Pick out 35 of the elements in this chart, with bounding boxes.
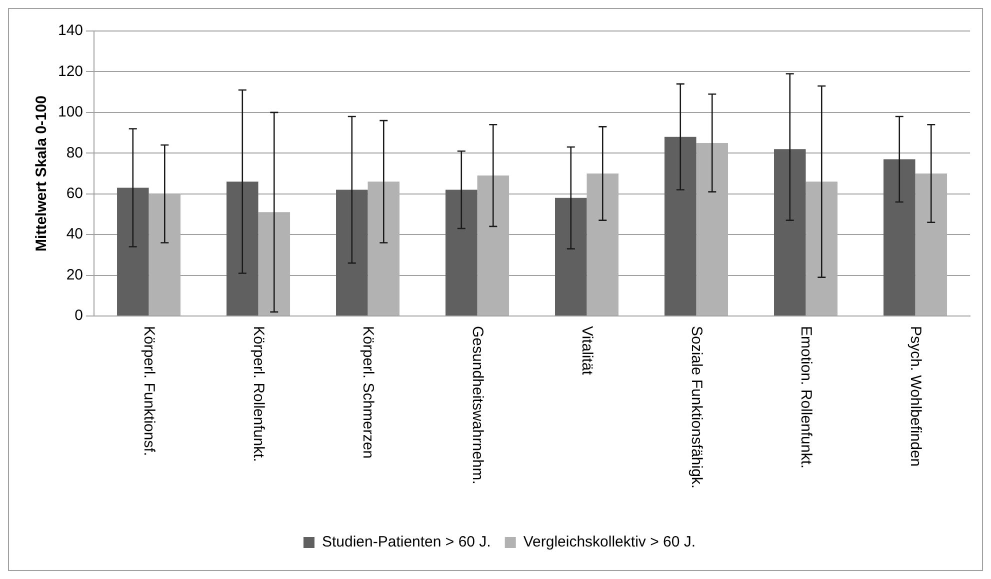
bar [477, 176, 510, 316]
bar [586, 174, 619, 316]
y-tick-label: 80 [66, 144, 84, 162]
bar [555, 198, 587, 316]
y-tick-label: 120 [58, 62, 84, 80]
legend-label: Vergleichskollektiv > 60 J. [523, 534, 696, 551]
bar [258, 212, 290, 316]
x-tick-label: Soziale Funktionsfähigk. [688, 326, 706, 489]
bar [117, 188, 149, 316]
x-tick-label: Körperl. Funktionsf. [140, 326, 158, 456]
bar [884, 159, 916, 316]
x-tick-label: Körperl. Schmerzen [360, 326, 377, 459]
bar [696, 142, 728, 316]
y-tick-label: 0 [74, 307, 84, 324]
x-tick-label: Emotion. Rollenfunkt. [798, 326, 815, 469]
bar [774, 149, 806, 316]
y-axis-title: Mittelwert Skala 0-100 [33, 96, 50, 252]
y-tick-label: 40 [66, 226, 84, 243]
bar [368, 182, 400, 316]
y-tick-label: 100 [58, 104, 84, 121]
y-tick-label: 60 [66, 185, 84, 202]
x-tick-label: Körperl. Rollenfunkt. [250, 326, 268, 462]
y-tick-label: 140 [58, 22, 84, 40]
bar [915, 174, 948, 316]
bar [336, 190, 368, 316]
legend-label: Studien-Patienten > 60 J. [322, 534, 491, 551]
y-tick-label: 20 [66, 266, 84, 284]
x-tick-label: Vitalität [578, 326, 596, 376]
bar [806, 182, 838, 316]
x-tick-label: Psych. Wohlbefinden [907, 326, 924, 467]
bar [148, 194, 181, 316]
bar [446, 190, 478, 316]
bar [664, 136, 696, 316]
x-tick-label: Gesundheitswahrnehm. [469, 326, 486, 484]
bar [226, 182, 258, 316]
